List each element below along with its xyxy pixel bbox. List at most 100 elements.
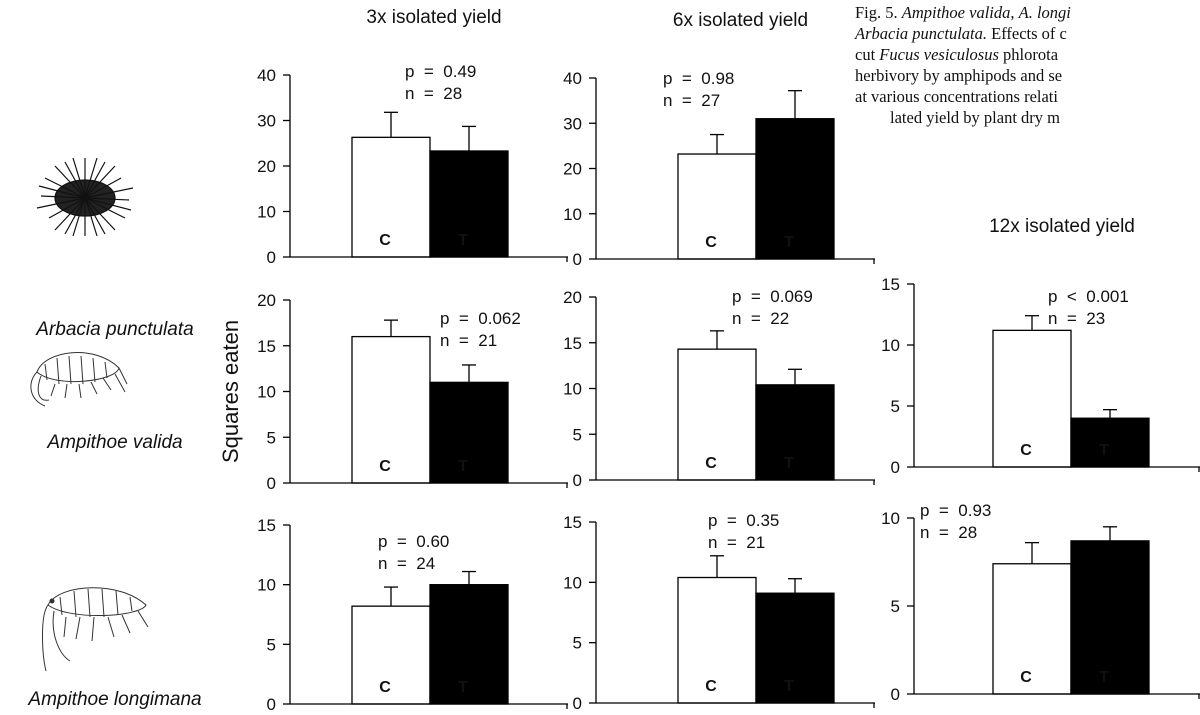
error-bar [710, 331, 724, 349]
bar-category-label: T [458, 458, 468, 475]
bar [352, 337, 430, 483]
y-tick-label: 0 [891, 685, 900, 704]
amphipod-drawing [43, 588, 149, 671]
annotation: n = 21 [708, 533, 765, 552]
error-bar [384, 320, 398, 336]
caption-line: herbivory by amphipods and se [855, 66, 1062, 85]
annotation: n = 21 [440, 331, 497, 350]
bar-category-label: C [379, 232, 391, 249]
row-label: Arbacia punctulata [35, 319, 193, 340]
column-title: 3x isolated yield [366, 7, 501, 28]
error-bar [788, 91, 802, 119]
caption-segment: Ampithoe valida [901, 3, 1011, 22]
y-tick-label: 15 [881, 275, 900, 294]
error-bar [1103, 527, 1117, 541]
annotation: p = 0.93 [920, 501, 991, 520]
figure: Fig. 5. Ampithoe valida, A. longi Arbacia… [0, 0, 1200, 715]
column-title: 12x isolated yield [989, 216, 1135, 237]
annotation: p = 0.60 [378, 532, 449, 551]
bar [430, 382, 508, 483]
caption-segment: at various concentrations relati [855, 87, 1058, 106]
y-axis-label: Squares eaten [218, 320, 243, 463]
bar [352, 137, 430, 257]
caption-segment: Arbacia punctulata. [854, 24, 987, 43]
y-tick-label: 5 [267, 635, 276, 654]
bar-category-label: T [784, 678, 794, 695]
bar-category-label: T [1099, 669, 1109, 686]
bar [993, 330, 1071, 467]
y-tick-label: 20 [257, 157, 276, 176]
error-bar [788, 579, 802, 593]
bar [678, 349, 756, 480]
bar-category-label: C [705, 455, 717, 472]
error-bar [462, 126, 476, 151]
y-tick-label: 20 [257, 291, 276, 310]
y-tick-label: 40 [563, 69, 582, 88]
error-bar [462, 572, 476, 585]
caption-segment: herbivory by amphipods and se [855, 66, 1062, 85]
y-tick-label: 0 [267, 474, 276, 493]
bar [993, 564, 1071, 694]
y-tick-label: 20 [563, 160, 582, 179]
error-bar [1103, 410, 1117, 419]
y-tick-label: 5 [573, 634, 582, 653]
annotation: p = 0.49 [405, 62, 476, 81]
y-tick-label: 5 [891, 397, 900, 416]
urchin-drawing [37, 158, 133, 236]
y-tick-label: 10 [257, 203, 276, 222]
row-label: Ampithoe valida [46, 432, 182, 453]
y-tick-label: 10 [881, 509, 900, 528]
y-tick-label: 40 [257, 66, 276, 85]
y-tick-label: 10 [563, 380, 582, 399]
bar-category-label: C [1020, 442, 1032, 459]
column-title: 6x isolated yield [673, 10, 808, 31]
caption-line: lated yield by plant dry m [890, 108, 1060, 127]
y-tick-label: 15 [257, 337, 276, 356]
bar-category-label: T [1099, 442, 1109, 459]
y-tick-label: 0 [573, 694, 582, 713]
bar [678, 578, 756, 703]
caption-line: Fig. 5. Ampithoe valida, A. longi [855, 3, 1071, 22]
caption-segment: Effects of c [987, 24, 1067, 43]
y-tick-label: 5 [573, 425, 582, 444]
y-tick-label: 10 [563, 573, 582, 592]
bar [352, 606, 430, 704]
y-tick-label: 15 [563, 334, 582, 353]
annotation: n = 23 [1048, 309, 1105, 328]
annotation: p < 0.001 [1048, 287, 1129, 306]
y-tick-label: 0 [573, 250, 582, 269]
annotation: p = 0.98 [663, 69, 734, 88]
error-bar [384, 587, 398, 606]
y-tick-label: 0 [267, 248, 276, 267]
y-tick-label: 0 [891, 458, 900, 477]
error-bar [710, 135, 724, 154]
y-tick-label: 0 [573, 471, 582, 490]
bar-category-label: C [1020, 669, 1032, 686]
bar-category-label: T [784, 234, 794, 251]
bar [430, 585, 508, 704]
y-tick-label: 10 [257, 576, 276, 595]
amphipod-drawing [31, 353, 127, 406]
y-tick-label: 5 [891, 597, 900, 616]
annotation: p = 0.062 [440, 309, 521, 328]
y-tick-label: 20 [563, 288, 582, 307]
annotation: n = 22 [732, 309, 789, 328]
caption-segment: A. longi [1018, 3, 1072, 22]
y-tick-label: 30 [257, 112, 276, 131]
caption-segment: cut [855, 45, 879, 64]
y-tick-label: 5 [267, 428, 276, 447]
caption-segment: phlorota [999, 45, 1059, 64]
error-bar [1025, 543, 1039, 564]
bar [756, 593, 834, 703]
caption-line: cut Fucus vesiculosus phlorota [855, 45, 1059, 64]
y-tick-label: 10 [563, 205, 582, 224]
y-tick-label: 30 [563, 114, 582, 133]
caption-segment: lated yield by plant dry m [890, 108, 1060, 127]
annotation: n = 28 [405, 84, 462, 103]
annotation: p = 0.35 [708, 511, 779, 530]
error-bar [462, 365, 476, 382]
bar-category-label: T [458, 232, 468, 249]
error-bar [384, 112, 398, 137]
bar [756, 385, 834, 480]
y-tick-label: 0 [267, 695, 276, 714]
